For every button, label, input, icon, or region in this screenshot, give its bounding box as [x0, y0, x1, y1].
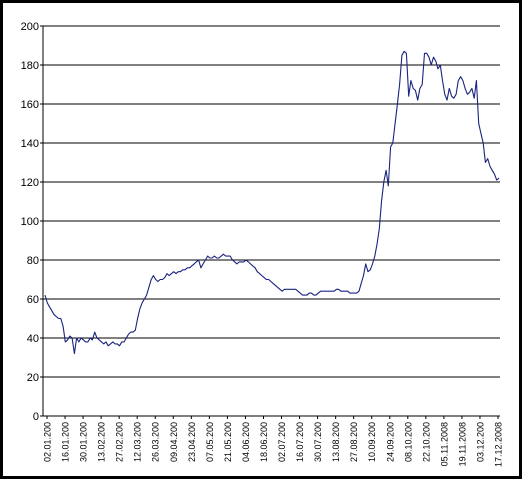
- x-tick-label: 30.01.200: [79, 422, 89, 462]
- x-tick-label: 13.08.200: [331, 422, 341, 462]
- x-tick-label: 22.10.200: [421, 422, 431, 462]
- x-tick-label: 02.01.200: [43, 422, 53, 462]
- x-tick-label: 30.07.200: [313, 422, 323, 462]
- series-layer: [44, 50, 500, 355]
- x-tick-label: 04.06.200: [241, 422, 251, 462]
- line-chart: 0 20 40 60 80 100 120 140 160 180 200 02.01.200 16.…: [21, 21, 504, 467]
- y-tick-label: 80: [27, 255, 39, 267]
- x-tick-label: 19.11.2008: [457, 422, 467, 466]
- x-tick-label: 27.08.200: [349, 422, 359, 462]
- x-tick-label: 16.01.200: [61, 422, 71, 462]
- x-tick-label: 13.02.200: [97, 422, 107, 462]
- x-tick-labels: 02.01.200 16.01.200 30.01.200 13.02.200 27.0…: [43, 422, 504, 467]
- y-tick-label: 40: [27, 333, 39, 345]
- axes: [40, 25, 500, 419]
- y-tick-label: 200: [21, 21, 39, 33]
- x-tick-label: 24.09.200: [385, 422, 395, 462]
- y-tick-labels: 0 20 40 60 80 100 120 140 160 180 200: [21, 21, 39, 423]
- y-tick-label: 60: [27, 294, 39, 306]
- x-tick-label: 27.02.200: [115, 422, 125, 462]
- x-tick-label: 05.11.2008: [439, 422, 449, 466]
- x-tick-label: 10.09.200: [367, 422, 377, 462]
- y-tick-label: 140: [21, 138, 39, 150]
- y-tick-label: 120: [21, 177, 39, 189]
- chart-frame: 0 20 40 60 80 100 120 140 160 180 200 02.01.200 16.…: [3, 3, 519, 476]
- x-tick-label: 03.12.200: [475, 422, 485, 462]
- x-tick-label: 23.04.200: [187, 422, 197, 462]
- y-tick-label: 100: [21, 216, 39, 228]
- gridlines: [43, 25, 500, 378]
- series-line: [44, 50, 500, 355]
- x-tick-label: 12.03.200: [133, 422, 143, 462]
- y-tick-label: 160: [21, 99, 39, 111]
- x-tick-label: 17.12.2008: [494, 422, 504, 467]
- x-tick-label: 09.04.200: [169, 422, 179, 462]
- y-tick-label: 180: [21, 60, 39, 72]
- x-tick-label: 08.10.200: [403, 422, 413, 462]
- x-tick-label: 21.05.200: [223, 422, 233, 462]
- x-tick-label: 26.03.200: [151, 422, 161, 462]
- x-tick-label: 07.05.200: [205, 422, 215, 462]
- x-tick-label: 02.07.200: [277, 422, 287, 462]
- x-tick-label: 18.06.200: [259, 422, 269, 462]
- x-tick-label: 16.07.200: [295, 422, 305, 462]
- y-tick-label: 0: [33, 411, 39, 423]
- y-tick-label: 20: [27, 372, 39, 384]
